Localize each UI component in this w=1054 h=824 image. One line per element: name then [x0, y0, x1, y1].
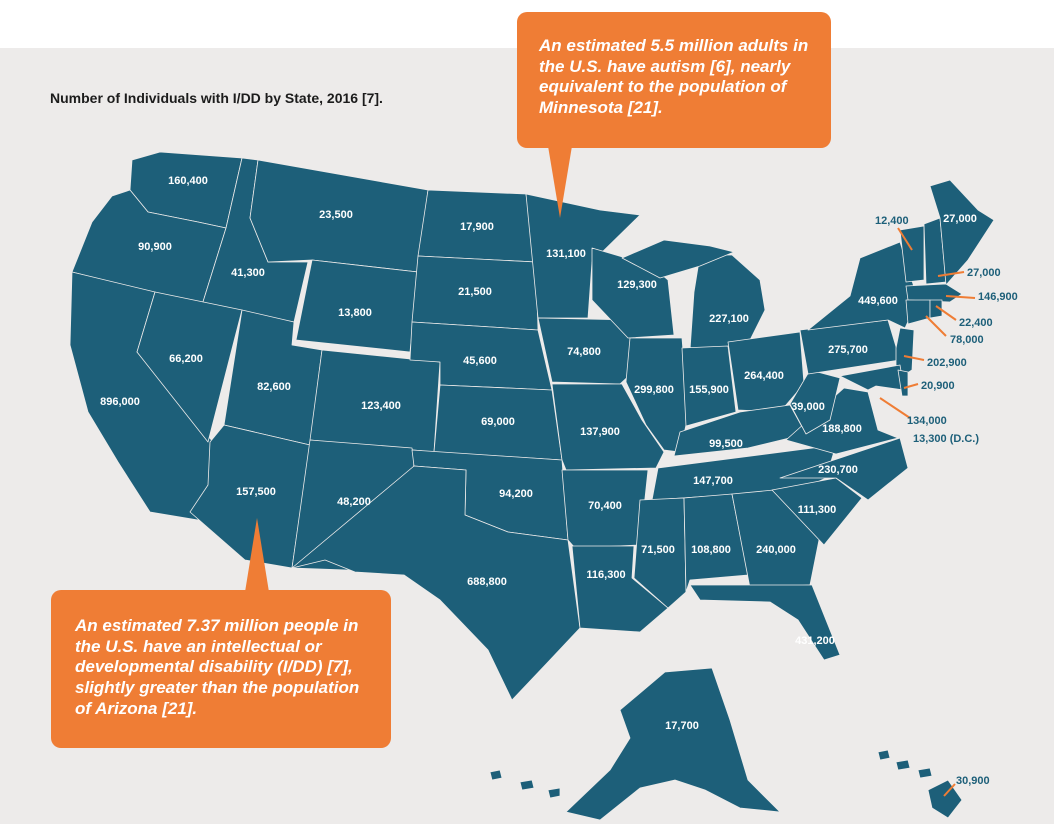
map-title: Number of Individuals with I/DD by State…: [50, 90, 383, 106]
label-nv: 66,200: [169, 353, 203, 365]
label-ky: 99,500: [709, 438, 743, 450]
state-ak: [565, 667, 781, 821]
label-tn: 147,700: [693, 475, 733, 487]
state-value-labels: 160,400 90,900 896,000 41,300 66,200 23,…: [100, 175, 977, 732]
state-md: [839, 364, 905, 391]
state-ak-islands: [489, 769, 561, 799]
callout-autism-pointer: [548, 146, 572, 218]
label-mn: 131,100: [546, 248, 586, 260]
state-al: [683, 493, 749, 593]
state-me: [929, 179, 995, 286]
label-sc: 111,300: [798, 504, 837, 516]
label-ny: 449,600: [858, 295, 898, 307]
label-ga: 240,000: [756, 544, 796, 556]
callout-idd-pointer: [245, 518, 269, 592]
label-al: 108,800: [691, 544, 731, 556]
label-tx: 688,800: [467, 576, 507, 588]
label-wv: 39,000: [791, 401, 825, 413]
state-mi-upper: [621, 239, 735, 279]
label-wa: 160,400: [168, 175, 208, 187]
state-mo: [551, 383, 665, 471]
label-fl: 431,200: [795, 635, 835, 647]
label-la: 116,300: [586, 569, 625, 581]
label-ri: 22,400: [959, 317, 993, 329]
label-ma: 146,900: [978, 291, 1018, 303]
label-ms: 71,500: [641, 544, 675, 556]
state-wy: [295, 259, 419, 353]
state-nc: [779, 437, 909, 501]
label-az: 157,500: [236, 486, 276, 498]
callout-autism: An estimated 5.5 million adults in the U…: [517, 12, 831, 148]
label-ct: 78,000: [950, 334, 984, 346]
label-ok: 94,200: [499, 488, 533, 500]
label-sd: 21,500: [458, 286, 492, 298]
label-nh: 27,000: [967, 267, 1001, 279]
label-dc: 13,300 (D.C.): [913, 433, 979, 445]
label-nd: 17,900: [460, 221, 494, 233]
label-mi: 227,100: [709, 313, 749, 325]
label-ak: 17,700: [665, 720, 699, 732]
label-ia: 74,800: [567, 346, 601, 358]
label-nc: 230,700: [818, 464, 858, 476]
label-mt: 23,500: [319, 209, 353, 221]
state-ri: [929, 299, 943, 319]
label-me: 27,000: [943, 213, 977, 225]
callout-value-labels: 12,400 27,000 146,900 22,400 78,000 202,…: [875, 215, 1018, 787]
label-id: 41,300: [231, 267, 265, 279]
label-va: 188,800: [822, 423, 862, 435]
label-oh: 264,400: [744, 370, 784, 382]
label-ca: 896,000: [100, 396, 140, 408]
state-ms: [633, 497, 687, 609]
state-tx: [291, 465, 581, 701]
state-ct: [905, 299, 931, 325]
label-wy: 13,800: [338, 307, 372, 319]
leader-lines: [879, 227, 976, 797]
callout-idd: An estimated 7.37 million people in the …: [51, 590, 391, 748]
label-ut: 82,600: [257, 381, 291, 393]
label-pa: 275,700: [828, 344, 868, 356]
label-nm: 48,200: [337, 496, 371, 508]
state-fl: [689, 584, 841, 661]
state-nv: [136, 291, 243, 443]
label-ne: 45,600: [463, 355, 497, 367]
label-mo: 137,900: [580, 426, 620, 438]
label-wi: 129,300: [617, 279, 657, 291]
state-hi: [877, 749, 963, 819]
state-oh: [727, 331, 805, 413]
state-va: [785, 387, 899, 455]
state-ma: [905, 283, 963, 303]
label-de: 20,900: [921, 380, 955, 392]
state-mi: [689, 254, 766, 353]
label-in: 155,900: [689, 384, 729, 396]
state-sc: [771, 477, 863, 546]
label-ar: 70,400: [588, 500, 622, 512]
label-nj: 202,900: [927, 357, 967, 369]
state-de: [897, 369, 909, 397]
label-md: 134,000: [907, 415, 947, 427]
state-in: [681, 345, 737, 427]
label-il: 299,800: [634, 384, 674, 396]
label-vt: 12,400: [875, 215, 909, 227]
label-hi: 30,900: [956, 775, 990, 787]
label-ks: 69,000: [481, 416, 515, 428]
label-or: 90,900: [138, 241, 172, 253]
label-co: 123,400: [361, 400, 401, 412]
state-ny: [807, 241, 919, 331]
state-wv: [789, 369, 841, 435]
